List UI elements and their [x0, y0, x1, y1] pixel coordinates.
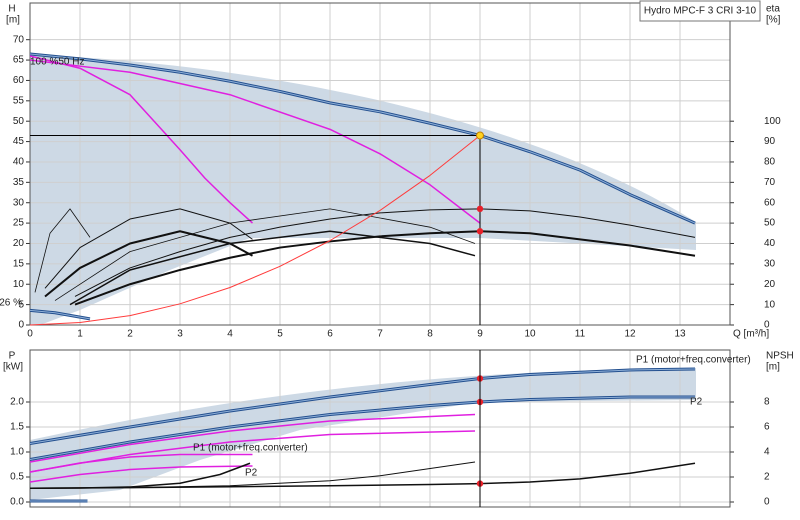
operating-point [476, 205, 484, 213]
curve [29, 465, 253, 483]
y2-tick-label: 20 [764, 279, 776, 290]
y-tick-label: 20 [13, 238, 25, 249]
y-axis-label: P [9, 351, 16, 362]
y-tick-label: 45 [13, 136, 25, 147]
x-tick-label: 13 [674, 329, 686, 340]
y-tick-label: 0.5 [10, 472, 24, 483]
annotation: P1 (motor+freq.converter) [193, 443, 308, 454]
y-tick-label: 25 [13, 218, 25, 229]
y-tick-label: 15 [13, 259, 25, 270]
curve [34, 208, 91, 293]
curve-inner [29, 396, 695, 460]
y2-tick-label: 90 [764, 136, 776, 147]
y2-axis-label: NPSH [766, 351, 794, 362]
y2-tick-label: 60 [764, 197, 776, 208]
curve-inner [29, 53, 696, 224]
y2-tick-label: 2 [764, 472, 770, 483]
annotation: P1 (motor+freq.converter) [636, 355, 751, 366]
y2-tick-label: 80 [764, 157, 776, 168]
curve-inner [29, 309, 91, 320]
y-tick-label: 60 [13, 75, 25, 86]
duty-point [476, 131, 484, 140]
annotation: P2 [245, 468, 258, 479]
curve [29, 461, 476, 489]
y-tick-label: 10 [13, 279, 25, 290]
y2-tick-label: 30 [764, 259, 776, 270]
operating-point [476, 228, 484, 235]
plot-frame [29, 2, 731, 326]
y2-tick-label: 70 [764, 177, 776, 188]
x-tick-label: 8 [427, 329, 433, 340]
curve [29, 453, 253, 473]
operating-range [30, 55, 696, 325]
curve [44, 230, 253, 298]
y-tick-label: 0.0 [10, 497, 24, 508]
y-tick-label: 55 [13, 95, 25, 106]
x-tick-label: 6 [327, 329, 333, 340]
y-tick-label: 50 [13, 116, 25, 127]
y-tick-label: 35 [13, 177, 25, 188]
y2-tick-label: 6 [764, 422, 770, 433]
curve [29, 135, 481, 326]
x-tick-label: 2 [127, 329, 133, 340]
chart-title: Hydro MPC-F 3 CRI 3-10 [644, 6, 757, 17]
plot-frame [29, 349, 731, 508]
x-tick-label: 0 [27, 329, 33, 340]
y2-tick-label: 8 [764, 397, 770, 408]
curve-inner [29, 368, 696, 444]
curve [29, 413, 476, 463]
y2-tick-label: 0 [764, 320, 770, 331]
y-axis-unit: [m] [6, 15, 20, 26]
y-tick-label: 70 [13, 34, 25, 45]
curve [74, 230, 696, 306]
annotation: 26 % [0, 298, 22, 309]
y-axis-label: H [8, 4, 15, 15]
y2-tick-label: 50 [764, 218, 776, 229]
y-tick-label: 1.5 [10, 422, 24, 433]
title-box [639, 0, 761, 22]
curve [29, 55, 254, 224]
y-tick-label: 5 [18, 299, 24, 310]
y2-tick-label: 100 [764, 116, 781, 127]
x-axis-label: Q [m³/h] [733, 329, 769, 340]
x-tick-label: 10 [524, 329, 536, 340]
annotation: 100 %50 Hz [30, 57, 84, 68]
x-tick-label: 3 [177, 329, 183, 340]
y-tick-label: 1.0 [10, 447, 24, 458]
y2-tick-label: 40 [764, 238, 776, 249]
y2-tick-label: 0 [764, 497, 770, 508]
y-tick-label: 30 [13, 197, 25, 208]
y2-tick-label: 4 [764, 447, 770, 458]
x-tick-label: 1 [77, 329, 83, 340]
x-tick-label: 4 [227, 329, 233, 340]
x-tick-label: 5 [277, 329, 283, 340]
x-tick-label: 12 [624, 329, 636, 340]
y-tick-label: 0 [18, 320, 24, 331]
y2-axis-unit: [m] [766, 362, 780, 373]
curve [54, 208, 476, 301]
y2-tick-label: 10 [764, 299, 776, 310]
x-tick-label: 7 [377, 329, 383, 340]
x-tick-label: 11 [575, 329, 586, 340]
curve [74, 208, 696, 297]
curve [69, 230, 476, 306]
y-tick-label: 2.0 [10, 397, 24, 408]
y-axis-unit: [kW] [3, 362, 23, 373]
y2-axis-label: eta [766, 4, 780, 15]
y2-axis-unit: [%] [766, 15, 781, 26]
x-tick-label: 9 [477, 329, 483, 340]
y-tick-label: 40 [13, 157, 25, 168]
curve [44, 208, 253, 289]
annotation: P2 [690, 397, 703, 408]
y-tick-label: 65 [13, 55, 25, 66]
curve [29, 59, 481, 224]
